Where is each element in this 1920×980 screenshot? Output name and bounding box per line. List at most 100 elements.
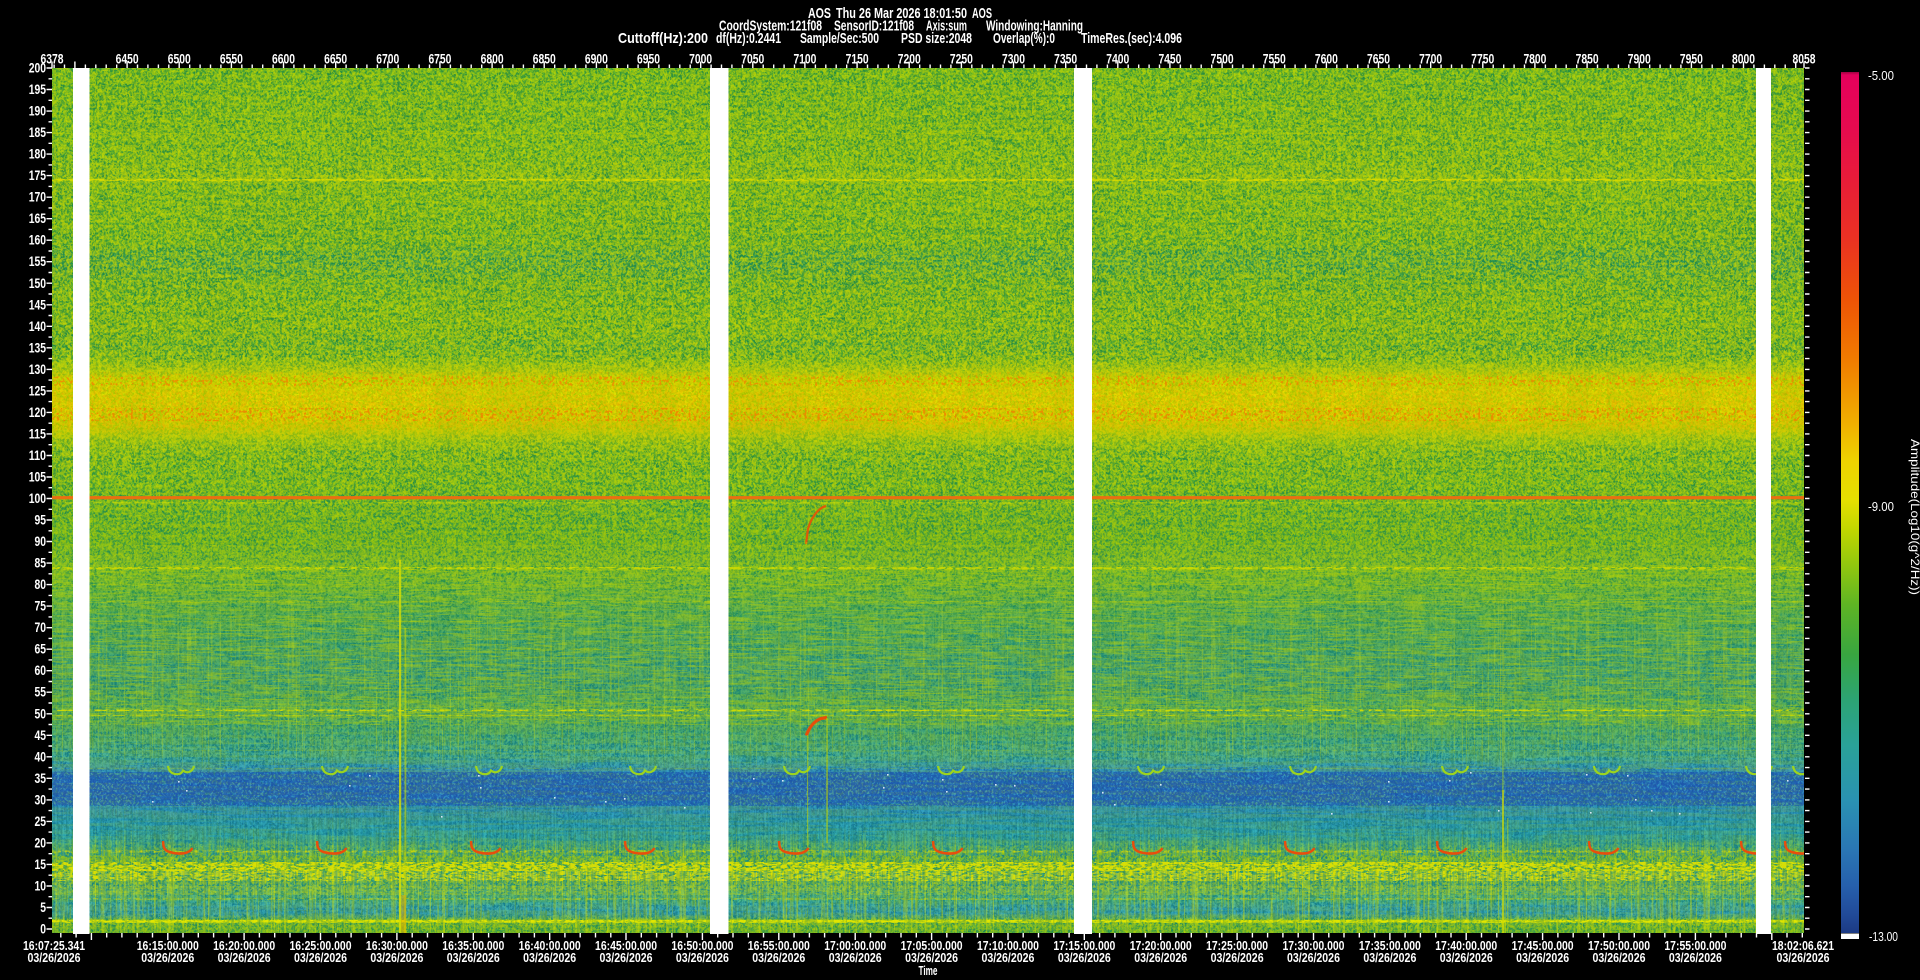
svg-text:Cuttoff(Hz):200: Cuttoff(Hz):200: [618, 30, 708, 47]
svg-text:6900: 6900: [585, 52, 608, 67]
svg-text:6700: 6700: [376, 52, 399, 67]
svg-text:03/26/2026: 03/26/2026: [28, 950, 81, 965]
svg-text:16:35:00.000: 16:35:00.000: [442, 938, 504, 953]
svg-text:135: 135: [29, 340, 47, 355]
svg-text:7450: 7450: [1158, 52, 1181, 67]
svg-text:7050: 7050: [741, 52, 764, 67]
svg-text:16:50:00.000: 16:50:00.000: [671, 938, 733, 953]
svg-text:110: 110: [29, 448, 46, 463]
svg-text:170: 170: [29, 190, 46, 205]
svg-text:03/26/2026: 03/26/2026: [1592, 950, 1645, 965]
svg-text:7400: 7400: [1106, 52, 1129, 67]
svg-text:7250: 7250: [950, 52, 973, 67]
svg-text:CoordSystem:121f08: CoordSystem:121f08: [719, 18, 822, 35]
svg-text:16:30:00.000: 16:30:00.000: [366, 938, 428, 953]
svg-text:80: 80: [34, 577, 46, 592]
svg-text:45: 45: [34, 728, 46, 743]
svg-text:200: 200: [29, 61, 46, 76]
svg-text:7800: 7800: [1523, 52, 1546, 67]
svg-text:7350: 7350: [1054, 52, 1077, 67]
svg-text:17:50:00.000: 17:50:00.000: [1588, 938, 1650, 953]
svg-text:17:45:00.000: 17:45:00.000: [1512, 938, 1574, 953]
svg-text:Overlap(%):0: Overlap(%):0: [993, 30, 1055, 47]
svg-text:6378: 6378: [41, 52, 64, 67]
svg-text:15: 15: [34, 857, 46, 872]
svg-text:140: 140: [29, 319, 46, 334]
svg-text:16:25:00.000: 16:25:00.000: [290, 938, 352, 953]
svg-text:175: 175: [29, 168, 47, 183]
svg-text:30: 30: [34, 792, 46, 807]
svg-text:03/26/2026: 03/26/2026: [370, 950, 423, 965]
svg-text:7700: 7700: [1419, 52, 1442, 67]
svg-text:6500: 6500: [168, 52, 191, 67]
svg-text:75: 75: [34, 599, 46, 614]
svg-text:17:15:00.000: 17:15:00.000: [1053, 938, 1115, 953]
svg-text:16:15:00.000: 16:15:00.000: [137, 938, 199, 953]
svg-text:PSD size:2048: PSD size:2048: [901, 30, 972, 47]
svg-text:18:02:06.621: 18:02:06.621: [1772, 938, 1834, 953]
svg-text:195: 195: [29, 82, 47, 97]
svg-text:25: 25: [34, 814, 46, 829]
svg-text:7850: 7850: [1576, 52, 1599, 67]
svg-text:95: 95: [34, 513, 46, 528]
svg-text:90: 90: [34, 534, 46, 549]
svg-text:20: 20: [34, 835, 46, 850]
svg-text:03/26/2026: 03/26/2026: [829, 950, 882, 965]
svg-text:AOS: AOS: [808, 5, 831, 22]
svg-text:7600: 7600: [1315, 52, 1338, 67]
svg-text:185: 185: [29, 125, 47, 140]
svg-text:7000: 7000: [689, 52, 712, 67]
svg-text:7500: 7500: [1211, 52, 1234, 67]
svg-text:70: 70: [34, 620, 46, 635]
svg-text:7100: 7100: [793, 52, 816, 67]
svg-text:df(Hz):0.2441: df(Hz):0.2441: [716, 30, 781, 47]
svg-text:60: 60: [34, 663, 46, 678]
svg-text:03/26/2026: 03/26/2026: [1058, 950, 1111, 965]
svg-text:190: 190: [29, 104, 46, 119]
svg-text:7750: 7750: [1471, 52, 1494, 67]
svg-text:TimeRes.(sec):4.096: TimeRes.(sec):4.096: [1081, 30, 1182, 47]
svg-text:Amplitude(Log10(g^2/Hz)): Amplitude(Log10(g^2/Hz)): [1908, 439, 1920, 595]
svg-text:50: 50: [34, 706, 46, 721]
svg-text:160: 160: [29, 233, 46, 248]
svg-text:16:20:00.000: 16:20:00.000: [213, 938, 275, 953]
svg-text:165: 165: [29, 211, 47, 226]
svg-text:105: 105: [29, 469, 47, 484]
svg-text:03/26/2026: 03/26/2026: [1287, 950, 1340, 965]
svg-text:130: 130: [29, 362, 46, 377]
svg-text:-5.00: -5.00: [1868, 69, 1894, 83]
svg-text:03/26/2026: 03/26/2026: [523, 950, 576, 965]
svg-text:6950: 6950: [637, 52, 660, 67]
svg-text:120: 120: [29, 405, 46, 420]
svg-text:85: 85: [34, 556, 46, 571]
svg-text:65: 65: [34, 642, 46, 657]
svg-text:Time: Time: [919, 963, 938, 978]
svg-text:55: 55: [34, 685, 46, 700]
svg-text:Windowing:Hanning: Windowing:Hanning: [986, 18, 1083, 35]
svg-text:03/26/2026: 03/26/2026: [1777, 950, 1830, 965]
svg-text:7300: 7300: [1002, 52, 1025, 67]
svg-text:16:40:00.000: 16:40:00.000: [519, 938, 581, 953]
svg-text:6750: 6750: [428, 52, 451, 67]
svg-text:100: 100: [29, 491, 46, 506]
svg-text:7150: 7150: [846, 52, 869, 67]
svg-text:03/26/2026: 03/26/2026: [141, 950, 194, 965]
svg-text:17:25:00.000: 17:25:00.000: [1206, 938, 1268, 953]
svg-text:AOS: AOS: [972, 5, 992, 22]
svg-text:17:55:00.000: 17:55:00.000: [1664, 938, 1726, 953]
svg-text:150: 150: [29, 276, 46, 291]
svg-text:145: 145: [29, 297, 47, 312]
svg-text:8058: 8058: [1793, 52, 1816, 67]
svg-text:Axis:sum: Axis:sum: [926, 18, 967, 35]
svg-text:7650: 7650: [1367, 52, 1390, 67]
svg-text:17:10:00.000: 17:10:00.000: [977, 938, 1039, 953]
svg-text:115: 115: [29, 426, 47, 441]
svg-text:40: 40: [34, 749, 46, 764]
svg-text:03/26/2026: 03/26/2026: [1516, 950, 1569, 965]
svg-text:7950: 7950: [1680, 52, 1703, 67]
svg-text:-13.00: -13.00: [1869, 930, 1898, 944]
svg-text:03/26/2026: 03/26/2026: [1669, 950, 1722, 965]
svg-text:6650: 6650: [324, 52, 347, 67]
svg-text:03/26/2026: 03/26/2026: [294, 950, 347, 965]
svg-text:5: 5: [40, 900, 46, 915]
